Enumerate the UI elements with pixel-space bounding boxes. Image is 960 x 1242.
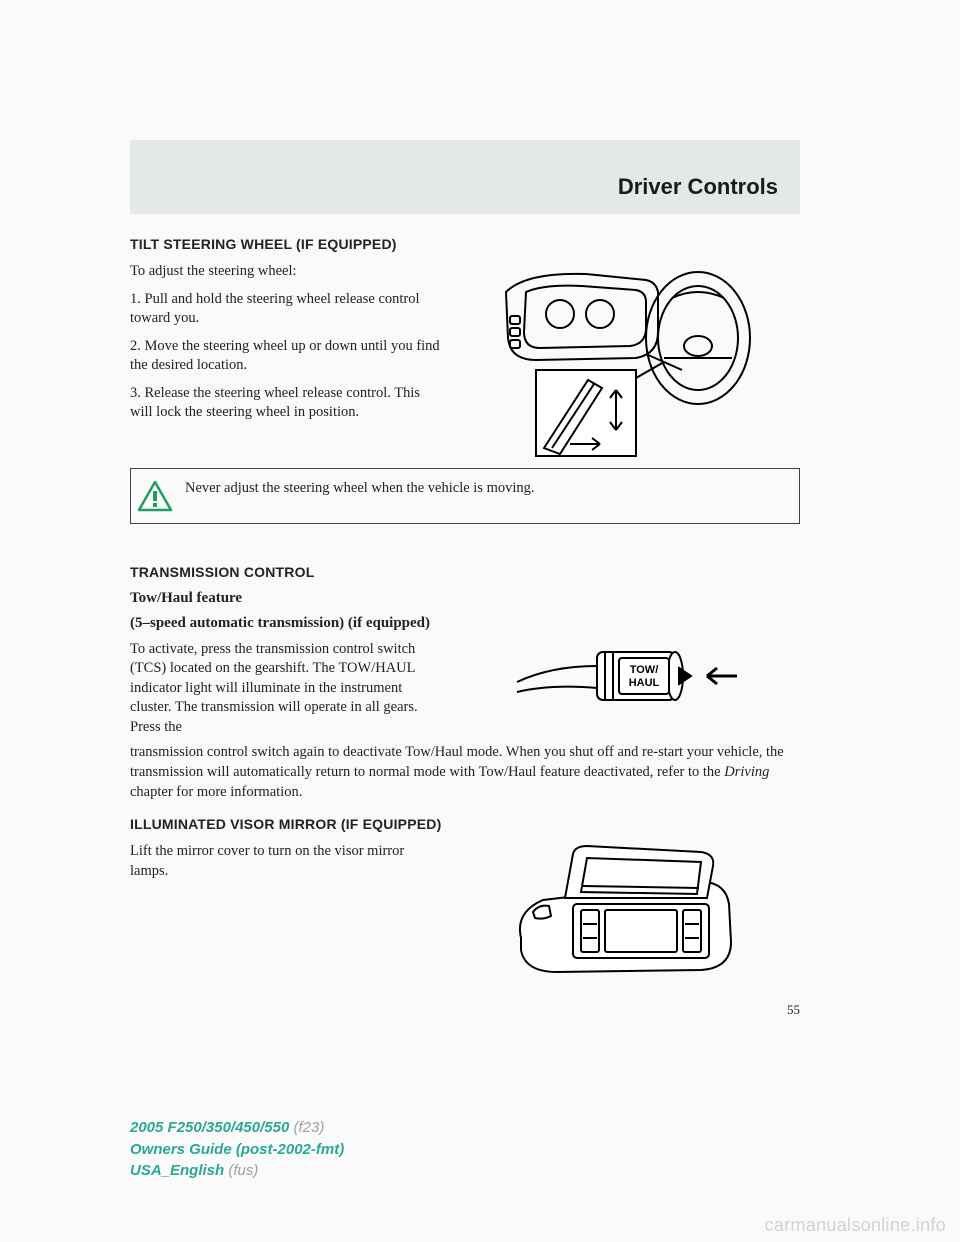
transmission-para-b: transmission control switch again to dea… xyxy=(130,743,800,802)
steering-wheel-icon xyxy=(496,262,756,462)
footer-model: 2005 F250/350/450/550 xyxy=(130,1119,289,1136)
visor-figure xyxy=(452,842,800,982)
section-header-band: Driver Controls xyxy=(130,140,800,214)
transmission-heading: TRANSMISSION CONTROL xyxy=(130,564,800,580)
footer-line-1: 2005 F250/350/450/550 (f23) xyxy=(130,1117,344,1139)
section-header-title: Driver Controls xyxy=(152,174,778,200)
tilt-row: To adjust the steering wheel: 1. Pull an… xyxy=(130,262,800,462)
transmission-text-column: To activate, press the transmission cont… xyxy=(130,640,440,738)
tilt-step-1: 1. Pull and hold the steering wheel rele… xyxy=(130,290,440,329)
transmission-para-b-prefix: transmission control switch again to dea… xyxy=(130,744,784,780)
footer-lang-code: (fus) xyxy=(228,1162,258,1179)
tilt-intro: To adjust the steering wheel: xyxy=(130,262,440,282)
transmission-para-a: To activate, press the transmission cont… xyxy=(130,640,440,738)
footer-model-code: (f23) xyxy=(293,1119,324,1136)
transmission-para-b-suffix: chapter for more information. xyxy=(130,784,302,800)
visor-heading: ILLUMINATED VISOR MIRROR (IF EQUIPPED) xyxy=(130,816,800,832)
warning-text: Never adjust the steering wheel when the… xyxy=(179,469,545,523)
warning-triangle-icon xyxy=(137,480,173,512)
visor-text: Lift the mirror cover to turn on the vis… xyxy=(130,842,440,881)
visor-row: Lift the mirror cover to turn on the vis… xyxy=(130,842,800,982)
visor-mirror-icon xyxy=(501,842,751,982)
transmission-row: To activate, press the transmission cont… xyxy=(130,640,800,738)
footer-line-3: USA_English (fus) xyxy=(130,1160,344,1182)
warning-box: Never adjust the steering wheel when the… xyxy=(130,468,800,524)
warning-icon-cell xyxy=(131,469,179,523)
tow-haul-button-icon: TOW/ HAUL xyxy=(511,640,741,712)
watermark-text: carmanualsonline.info xyxy=(765,1215,946,1236)
transmission-figure: TOW/ HAUL xyxy=(452,640,800,738)
tilt-figure xyxy=(452,262,800,462)
footer-block: 2005 F250/350/450/550 (f23) Owners Guide… xyxy=(130,1117,344,1182)
tow-haul-subhead-2: (5–speed automatic transmission) (if equ… xyxy=(130,615,800,632)
tow-haul-subhead: Tow/Haul feature xyxy=(130,590,800,607)
transmission-para-b-italic: Driving xyxy=(724,764,769,780)
visor-text-column: Lift the mirror cover to turn on the vis… xyxy=(130,842,440,982)
page-number: 55 xyxy=(130,1002,800,1018)
tilt-step-3: 3. Release the steering wheel release co… xyxy=(130,384,440,423)
footer-guide: Owners Guide (post-2002-fmt) xyxy=(130,1139,344,1161)
tilt-step-2: 2. Move the steering wheel up or down un… xyxy=(130,337,440,376)
tow-haul-label-1: TOW/ xyxy=(630,664,659,676)
manual-page: Driver Controls TILT STEERING WHEEL (IF … xyxy=(0,0,960,1242)
tilt-heading: TILT STEERING WHEEL (IF EQUIPPED) xyxy=(130,236,800,252)
tilt-text-column: To adjust the steering wheel: 1. Pull an… xyxy=(130,262,440,462)
footer-lang: USA_English xyxy=(130,1162,224,1179)
tow-haul-label-2: HAUL xyxy=(629,677,660,689)
